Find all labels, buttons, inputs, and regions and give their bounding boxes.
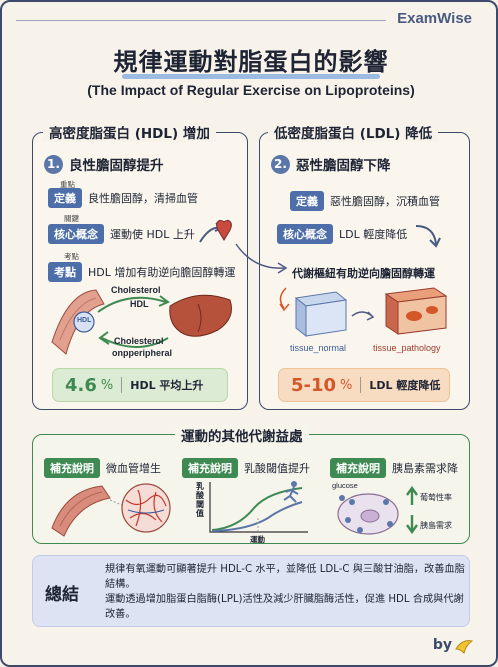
lactate-y-label: 乳酸閾值 xyxy=(196,482,204,518)
hdl-stat-unit: % xyxy=(100,377,114,393)
metabolic-item-2-text: 乳酸閾值提升 xyxy=(244,462,310,475)
hdl-exam-small-label: 考點 xyxy=(64,252,79,261)
hdl-stat-label: HDL 平均上升 xyxy=(121,377,203,393)
metabolic-item-1-tag: 補充說明 xyxy=(44,458,100,478)
metabolic-item-3-tag: 補充說明 xyxy=(330,458,386,478)
brand-logo-text: ExamWise xyxy=(397,10,472,27)
hdl-peripheral-label: onpperipheral xyxy=(112,348,173,358)
ldl-core-text: LDL 輕度降低 xyxy=(339,228,408,241)
ldl-definition-row: 定義 惡性膽固醇，沉積血管 xyxy=(290,191,440,211)
hdl-section-title: 1. 良性膽固醇提升 xyxy=(44,154,164,174)
arrow-down-icon xyxy=(406,515,418,534)
hdl-cholesterol-top-label: Cholesterol xyxy=(111,285,161,295)
hdl-core-small-label: 關鍵 xyxy=(64,214,79,223)
footer-logo-icon xyxy=(455,640,474,654)
header-rule xyxy=(16,20,386,21)
capillary-zoom-icon xyxy=(121,483,171,533)
liver-icon xyxy=(169,294,232,337)
page-title: 規律運動對脂蛋白的影響 xyxy=(113,48,389,76)
hdl-definition-tag: 定義 xyxy=(48,188,82,208)
summary-line-2: 運動透過增加脂蛋白脂酶(LPL)活性及減少肝臟脂酶活性，促進 HDL 合成與代謝… xyxy=(105,594,464,620)
hdl-definition-row: 定義 良性膽固醇，清掃血管 xyxy=(48,188,198,208)
heart-icon xyxy=(199,219,232,243)
ldl-section-label: 惡性膽固醇下降 xyxy=(296,158,391,174)
metabolic-item-2: 補充說明 乳酸閾值提升 xyxy=(182,458,310,478)
glucose-uptake-label: 葡萄性率 xyxy=(420,493,452,502)
hdl-particle-icon xyxy=(73,311,95,333)
insulin-demand-label: 胰島需求 xyxy=(420,521,452,530)
hdl-particle-label: HDL xyxy=(77,317,92,324)
hdl-core-tag: 核心概念 xyxy=(48,224,104,244)
cross-panel-arrow-icon xyxy=(235,243,288,274)
metabolic-panel-title: 運動的其他代謝益處 xyxy=(175,425,309,445)
metabolic-item-1: 補充說明 微血管增生 xyxy=(44,458,161,478)
tissue-pathology-label: tissue_pathology xyxy=(373,343,441,353)
ldl-core-tag: 核心概念 xyxy=(277,224,333,244)
metabolic-item-2-tag: 補充說明 xyxy=(182,458,238,478)
metabolic-item-3-text: 胰島素需求降 xyxy=(392,462,458,475)
ldl-section-title: 2. 惡性膽固醇下降 xyxy=(271,154,391,174)
hdl-section-number: 1. xyxy=(44,154,63,174)
ldl-panel-title: 低密度脂蛋白 (LDL) 降低 xyxy=(268,122,439,142)
hdl-transport-diagram xyxy=(51,289,232,355)
lactate-threshold-chart xyxy=(209,481,308,533)
glucose-label: glucose xyxy=(332,481,358,490)
hdl-section-label: 良性膽固醇提升 xyxy=(69,158,164,174)
hdl-stat-value: 4.6 xyxy=(65,374,97,396)
hdl-def-small-label: 重點 xyxy=(60,180,75,189)
hdl-stat-box: 4.6 % HDL 平均上升 xyxy=(52,368,228,402)
ldl-panel: 低密度脂蛋白 (LDL) 降低 xyxy=(259,122,470,410)
hdl-core-text: 運動使 HDL 上升 xyxy=(110,228,195,241)
summary-text: 規律有氧運動可顯著提升 HDL-C 水平，並降低 LDL-C 與三酸甘油脂，改善… xyxy=(105,562,465,622)
ldl-definition-text: 惡性膽固醇，沉積血管 xyxy=(330,195,440,208)
hdl-panel-title: 高密度脂蛋白 (HDL) 增加 xyxy=(43,122,216,142)
ldl-stat-unit: % xyxy=(340,377,353,393)
hdl-exam-row: 考點 HDL 增加有助逆向膽固醇轉運 xyxy=(48,262,235,282)
metabolic-item-1-text: 微血管增生 xyxy=(106,462,161,475)
hdl-arrow-label: HDL xyxy=(130,299,149,309)
hdl-exam-tag: 考點 xyxy=(48,262,82,282)
hdl-definition-text: 良性膽固醇，清掃血管 xyxy=(88,192,198,205)
hdl-exam-text: HDL 增加有助逆向膽固醇轉運 xyxy=(88,266,236,279)
arrow-up-icon xyxy=(406,486,418,505)
normal-tissue-icon xyxy=(294,291,348,338)
lactate-x-label: 運動 xyxy=(250,535,265,544)
ldl-mechanism-text: 代謝樞紐有助逆向膽固醇轉運 xyxy=(292,267,435,280)
hdl-cholesterol-bottom-label: Cholesterol xyxy=(114,336,164,346)
runner-icon xyxy=(283,481,299,503)
ldl-stat-value: 5-10 xyxy=(291,374,337,396)
ldl-core-row: 核心概念 LDL 輕度降低 xyxy=(277,224,407,244)
footer-by: by xyxy=(432,637,452,653)
metabolic-item-3: 補充說明 胰島素需求降 xyxy=(330,458,458,478)
insulin-cell-illustration xyxy=(337,493,399,535)
summary-label: 總結 xyxy=(45,585,79,605)
title-underline xyxy=(122,74,380,79)
pathology-tissue-icon xyxy=(384,287,448,335)
summary-line-1: 規律有氧運動可顯著提升 HDL-C 水平，並降低 LDL-C 與三酸甘油脂，改善… xyxy=(105,564,465,590)
capillary-illustration xyxy=(51,483,171,537)
summary-box: 總結 規律有氧運動可顯著提升 HDL-C 水平，並降低 LDL-C 與三酸甘油脂… xyxy=(32,555,470,627)
ldl-stat-label: LDL 輕度降低 xyxy=(360,377,440,393)
ldl-mechanism-row: 代謝樞紐有助逆向膽固醇轉運 xyxy=(292,265,435,281)
tissue-normal-label: tissue_normal xyxy=(290,343,347,353)
ldl-section-number: 2. xyxy=(271,154,290,174)
hdl-core-row: 核心概念 運動使 HDL 上升 xyxy=(48,224,195,244)
ldl-stat-box: 5-10 % LDL 輕度降低 xyxy=(278,368,450,402)
down-arrow-icon xyxy=(415,225,441,248)
ldl-definition-tag: 定義 xyxy=(290,191,324,211)
page-subtitle: (The Impact of Regular Exercise on Lipop… xyxy=(87,82,415,98)
tissue-comparison-diagram xyxy=(279,287,448,338)
